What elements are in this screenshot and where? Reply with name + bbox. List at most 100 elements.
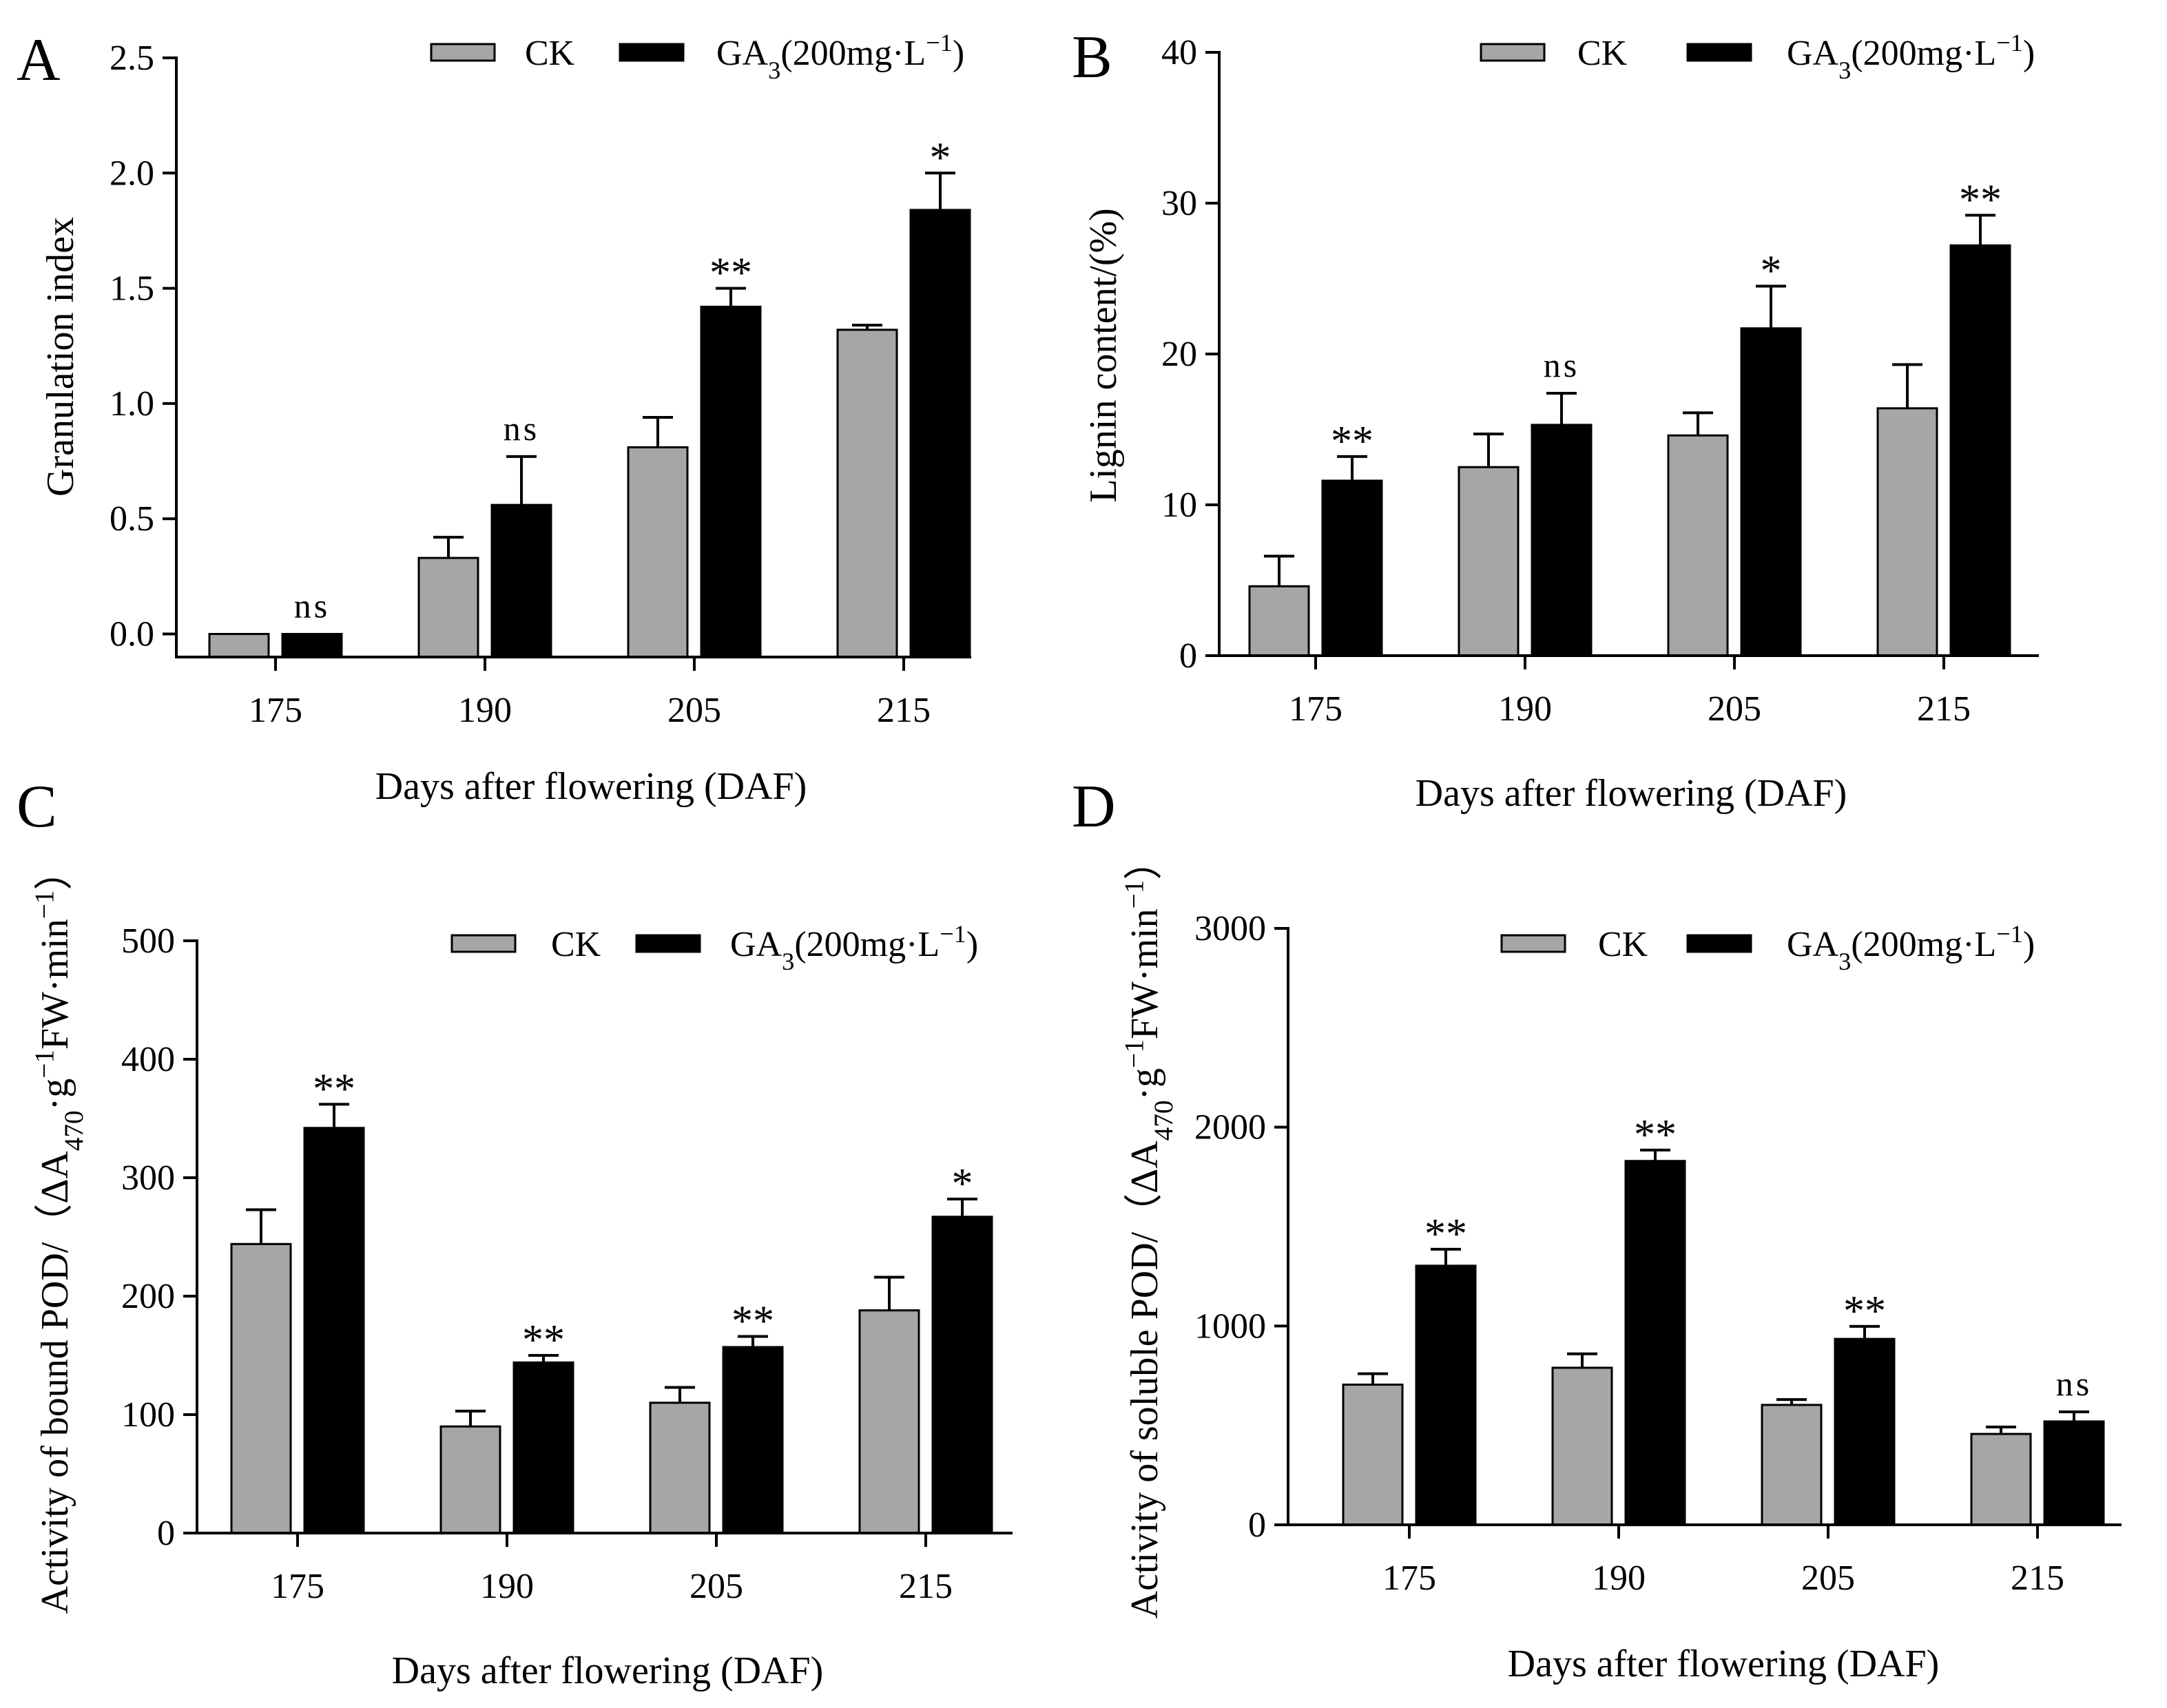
legend: CK GA3(200mg·L−1) [1480,29,2035,84]
x-tick-label: 215 [899,1567,953,1606]
text-run: ) [2023,925,2035,964]
significance-label: ** [732,1298,774,1344]
text-run: CK [525,34,575,73]
bar-ck-205 [627,446,689,658]
legend-swatch-ga3 [619,43,685,62]
legend-label-ga3: GA3(200mg·L−1) [1787,920,2035,975]
bar-ga3-175 [1415,1264,1477,1526]
bar-ga3-175 [303,1127,365,1534]
bar-ga3-215 [2043,1420,2105,1526]
legend-swatch-ck [1500,934,1566,953]
subscript-text: 3 [782,948,794,975]
x-axis-title: Days after flowering (DAF) [375,765,807,808]
subscript-text: 470 [1149,1101,1179,1141]
y-tick-label: 0.5 [110,499,154,539]
legend-swatch-ck [1480,43,1546,62]
legend-label-ck: CK [1577,34,1628,73]
y-tick-label: 400 [121,1040,175,1079]
significance-label: ** [522,1317,565,1364]
text-run: ) [2023,34,2035,73]
x-axis-title: Days after flowering (DAF) [392,1649,824,1692]
y-tick-label: 0.0 [110,615,154,654]
text-run: (200mg·L [794,925,940,964]
bar-ga3-190 [1531,424,1593,657]
x-tick-label: 175 [1382,1559,1436,1598]
legend-label-ga3: GA3(200mg·L−1) [1787,29,2035,84]
text-run: GA [716,34,769,73]
text-run: ） [34,852,76,891]
significance-label: ** [1959,177,2002,224]
x-tick-label: 190 [480,1567,534,1606]
text-run: CK [1598,925,1648,964]
text-run: CK [551,925,601,964]
text-run: GA [1787,925,1839,964]
panel-label: D [1072,773,1116,840]
significance-label: ** [1331,418,1373,465]
legend-swatch-ga3 [635,934,701,953]
legend-label-ga3: GA3(200mg·L−1) [716,29,964,84]
x-tick-label: 205 [690,1567,743,1606]
bar-ga3-215 [1949,244,2011,657]
significance-label: * [952,1160,973,1207]
y-axis-title: Granulation index [39,217,82,497]
legend-swatch-ck [450,934,517,953]
bar-ck-215 [858,1309,920,1534]
superscript-text: −1 [940,920,966,948]
panel-label: B [1072,24,1112,91]
bar-ck-205 [1667,434,1729,657]
y-tick-label: 30 [1161,184,1197,223]
y-tick-label: 500 [121,921,175,961]
significance-label: ns [294,587,330,625]
text-run: FW·min [1123,908,1166,1039]
text-run: (200mg·L [1851,925,1996,964]
text-run: FW·min [34,919,76,1050]
y-tick-label: 2.0 [110,154,154,193]
superscript-text: −1 [30,1050,59,1079]
y-tick-label: 40 [1161,33,1197,72]
bar-ck-190 [417,556,479,658]
bar-ck-215 [1876,407,1938,657]
bar-ck-205 [649,1402,711,1534]
y-tick-label: 1.5 [110,269,154,309]
y-axis-title: Lignin content/(%) [1082,208,1125,503]
y-tick-label: 20 [1161,335,1197,374]
text-run: GA [730,925,782,964]
bar-ck-205 [1761,1404,1823,1526]
text-run: (200mg·L [780,34,926,73]
x-tick-label: 205 [1801,1559,1855,1598]
bar-ga3-190 [1624,1160,1686,1526]
text-run: ·g [1123,1068,1166,1101]
panel-label: A [17,27,61,94]
significance-label: ns [504,409,539,448]
superscript-text: −1 [926,29,953,56]
superscript-text: −1 [1119,1039,1149,1068]
legend-swatch-ga3 [1686,43,1752,62]
legend: CK GA3(200mg·L−1) [450,920,978,975]
x-axis-title: Days after flowering (DAF) [1508,1643,1940,1685]
bar-ga3-205 [700,305,762,658]
x-tick-label: 205 [1708,689,1761,729]
bar-ck-175 [1248,585,1310,657]
text-run: CK [1577,34,1628,73]
bars: **ns*** [1248,177,2011,657]
subscript-text: 3 [768,56,780,84]
legend-label-ga3: GA3(200mg·L−1) [730,920,978,975]
legend-swatch-ga3 [1686,934,1752,953]
significance-label: * [930,134,951,181]
superscript-text: −1 [1119,880,1149,909]
x-tick-label: 190 [1592,1559,1646,1598]
superscript-text: −1 [1996,920,2023,948]
x-tick-label: 175 [249,691,302,730]
x-axis-title: Days after flowering (DAF) [1416,772,1847,815]
y-tick-label: 300 [121,1158,175,1198]
text-run: Granulation index [39,217,82,497]
subscript-text: 470 [59,1110,89,1151]
x-tick-label: 190 [458,691,512,730]
superscript-text: −1 [1996,29,2023,56]
x-tick-label: 205 [667,691,721,730]
